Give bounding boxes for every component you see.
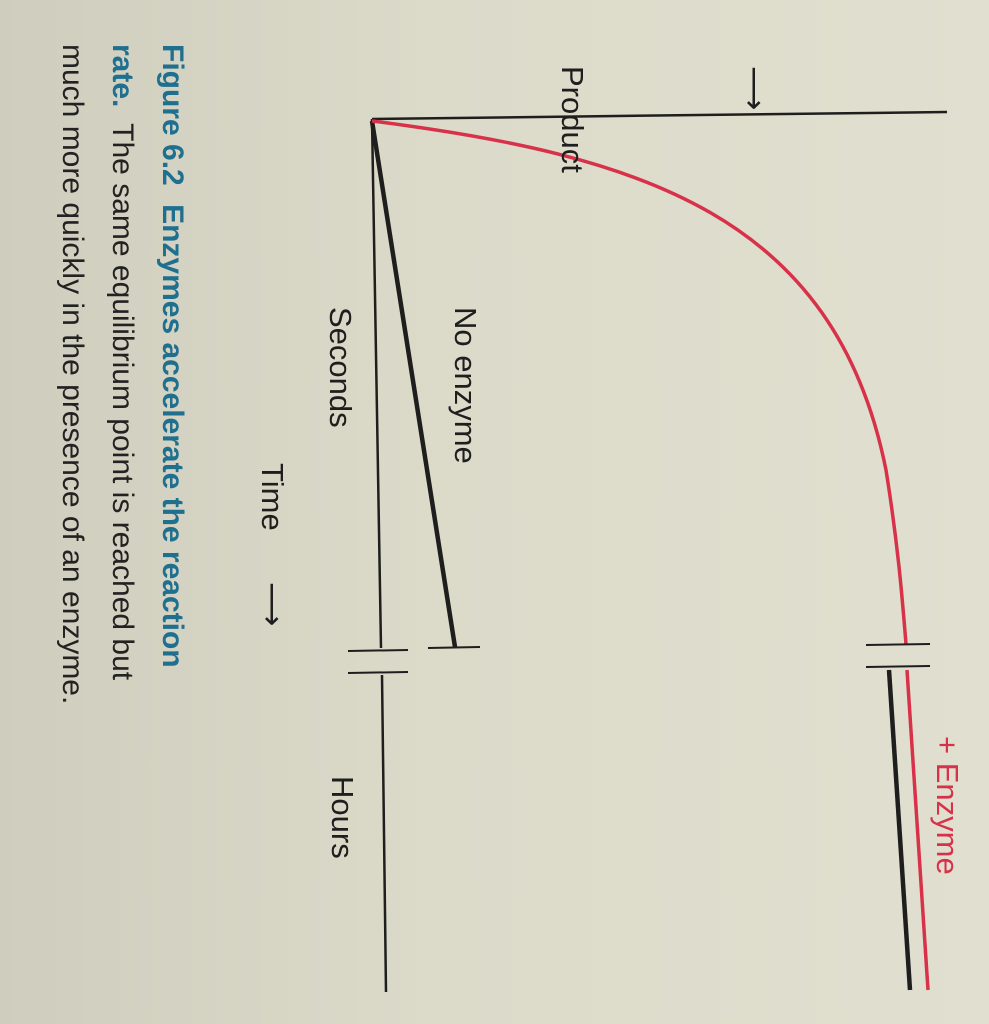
figure-caption-line-1: Figure 6.2 Enzymes accelerate the reacti…	[156, 44, 189, 668]
figure-caption-line-2: rate. The same equilibrium point is reac…	[106, 44, 139, 681]
time-axis-upper	[370, 118, 383, 649]
figure-caption-line-3: much more quickly in the presence of an …	[56, 44, 89, 704]
no-enzyme-plateau	[886, 669, 913, 991]
enzyme-break-mark	[865, 643, 931, 646]
time-arrow: ⟶	[255, 582, 290, 626]
product-axis	[371, 110, 948, 121]
enzyme-label: + Enzyme	[930, 736, 965, 875]
product-arrow: ⟶	[737, 66, 772, 110]
figure-number: Figure 6.2	[156, 44, 189, 186]
product-axis-label: Product	[555, 66, 590, 173]
enzyme-break-mark	[865, 665, 931, 668]
no-enzyme-label: No enzyme	[448, 307, 483, 464]
figure-caption-body: The same equilibrium point is reached bu…	[106, 123, 139, 681]
hours-tick-label: Hours	[325, 776, 360, 859]
axis-break-mark	[347, 671, 409, 674]
seconds-tick-label: Seconds	[323, 307, 358, 428]
no-enzyme-end-tick	[427, 646, 481, 649]
no-enzyme-line	[369, 120, 458, 648]
enzyme-plateau	[905, 669, 930, 991]
enzyme-curve	[371, 119, 908, 645]
figure-title: Enzymes accelerate the reaction	[156, 204, 189, 668]
axis-break-mark	[347, 649, 409, 652]
time-axis-label: Time	[255, 463, 290, 531]
time-axis-lower	[380, 674, 388, 993]
figure-title-continued: rate.	[106, 44, 139, 107]
